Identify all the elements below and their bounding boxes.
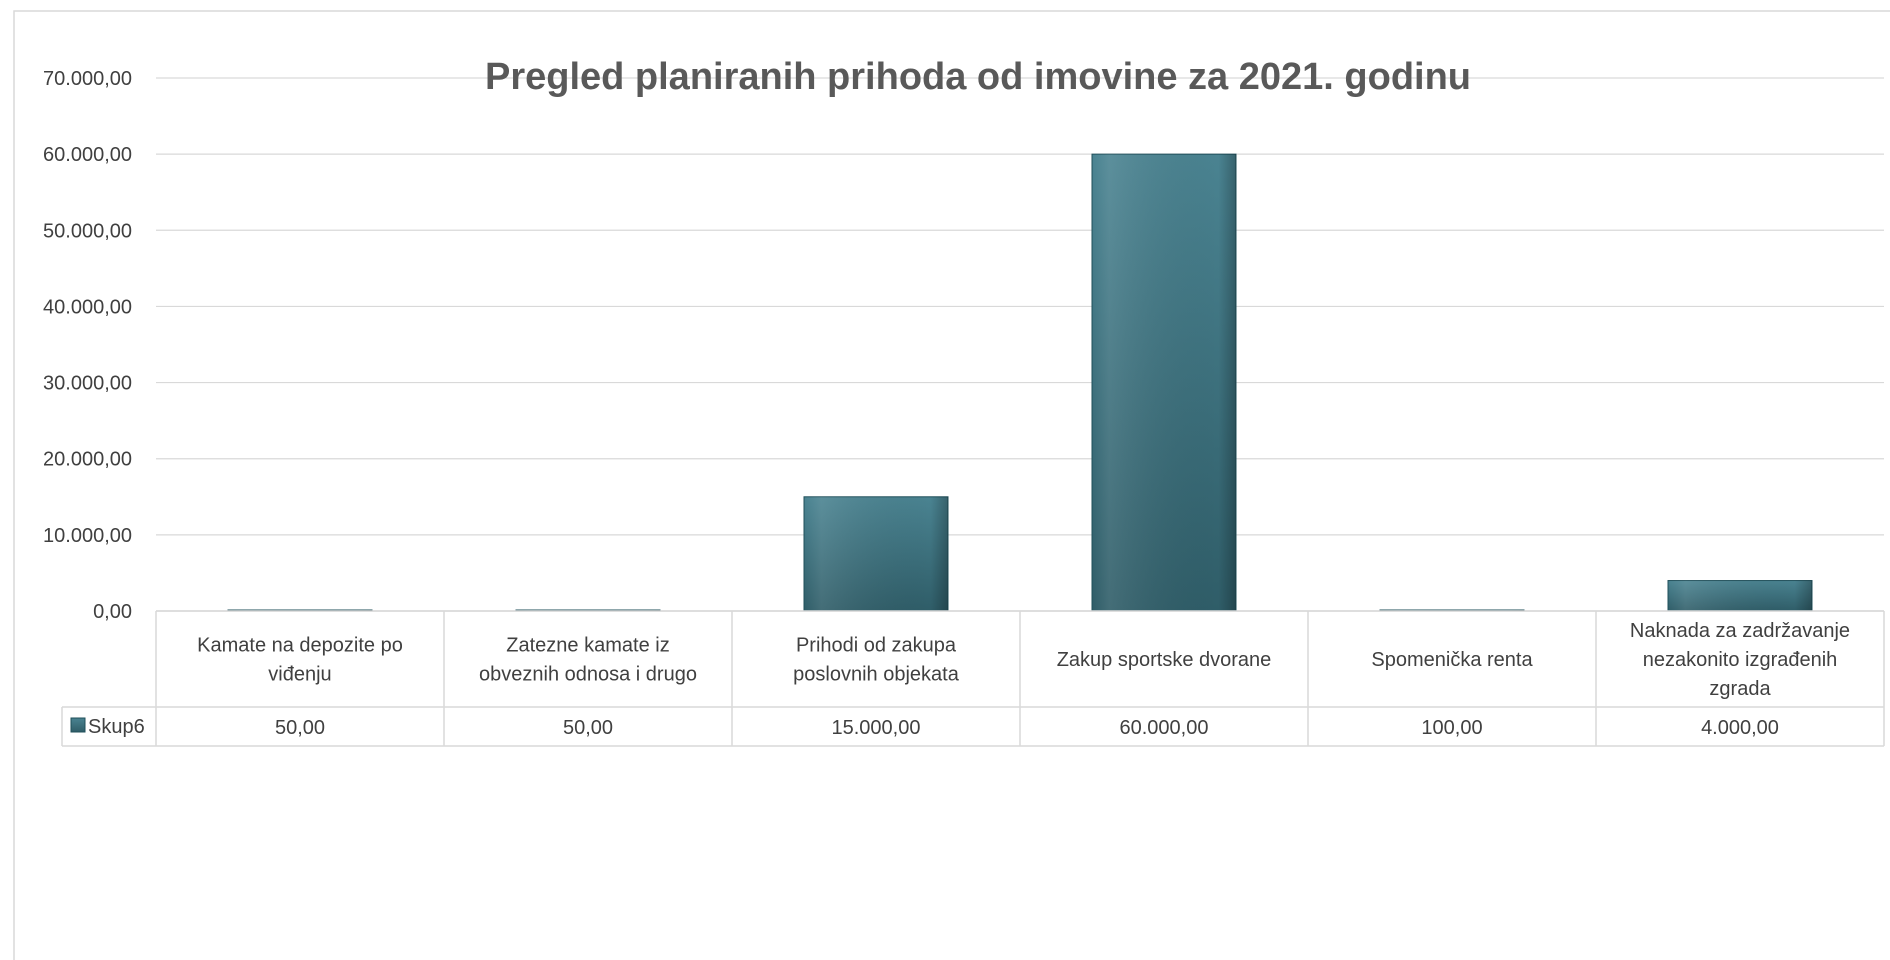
y-tick-label: 30.000,00 [43, 373, 132, 395]
category-label: Naknada za zadržavanje nezakonito izgrađe… [1630, 620, 1850, 700]
legend-series-name: Skup6 [88, 716, 145, 738]
bar [1667, 580, 1813, 612]
category-label: Zakup sportske dvorane [1057, 649, 1272, 671]
y-tick-label: 70.000,00 [43, 68, 132, 90]
y-tick-label: 60.000,00 [43, 144, 132, 166]
chart-title: Pregled planiranih prihoda od imovine za… [485, 56, 1471, 98]
bar-sheen [1092, 154, 1236, 611]
chart-frame [13, 10, 1890, 960]
y-tick-label: 40.000,00 [43, 296, 132, 318]
category-label: Kamate na depozite po viđenju [197, 635, 403, 686]
table-value-cell: 60.000,00 [1120, 717, 1209, 739]
bar [803, 496, 949, 612]
bar-sheen [804, 496, 948, 611]
y-tick-label: 50.000,00 [43, 220, 132, 242]
bars [227, 153, 1813, 612]
y-tick-label: 0,00 [93, 601, 132, 623]
category-label: Spomenička renta [1371, 649, 1533, 671]
y-axis-ticks: 0,00 10.000,00 20.000,00 30.000,00 40.000,00… [43, 68, 132, 623]
gridlines [156, 77, 1884, 612]
category-label: Zatezne kamate iz obveznih odnosa i drugo [479, 635, 697, 686]
bar [1091, 153, 1237, 612]
bar-sheen [1668, 580, 1812, 611]
table-value-cell: 50,00 [275, 717, 325, 739]
legend-swatch [70, 717, 86, 733]
table-value-cell: 15.000,00 [832, 717, 921, 739]
y-tick-label: 10.000,00 [43, 525, 132, 547]
table-value-cell: 100,00 [1421, 717, 1482, 739]
data-table: Kamate na depozite po viđenju Zatezne kama… [61, 610, 1885, 747]
table-value-cell: 4.000,00 [1701, 717, 1779, 739]
table-value-cell: 50,00 [563, 717, 613, 739]
y-tick-label: 20.000,00 [43, 449, 132, 471]
category-label: Prihodi od zakupa poslovnih objekata [793, 635, 960, 686]
